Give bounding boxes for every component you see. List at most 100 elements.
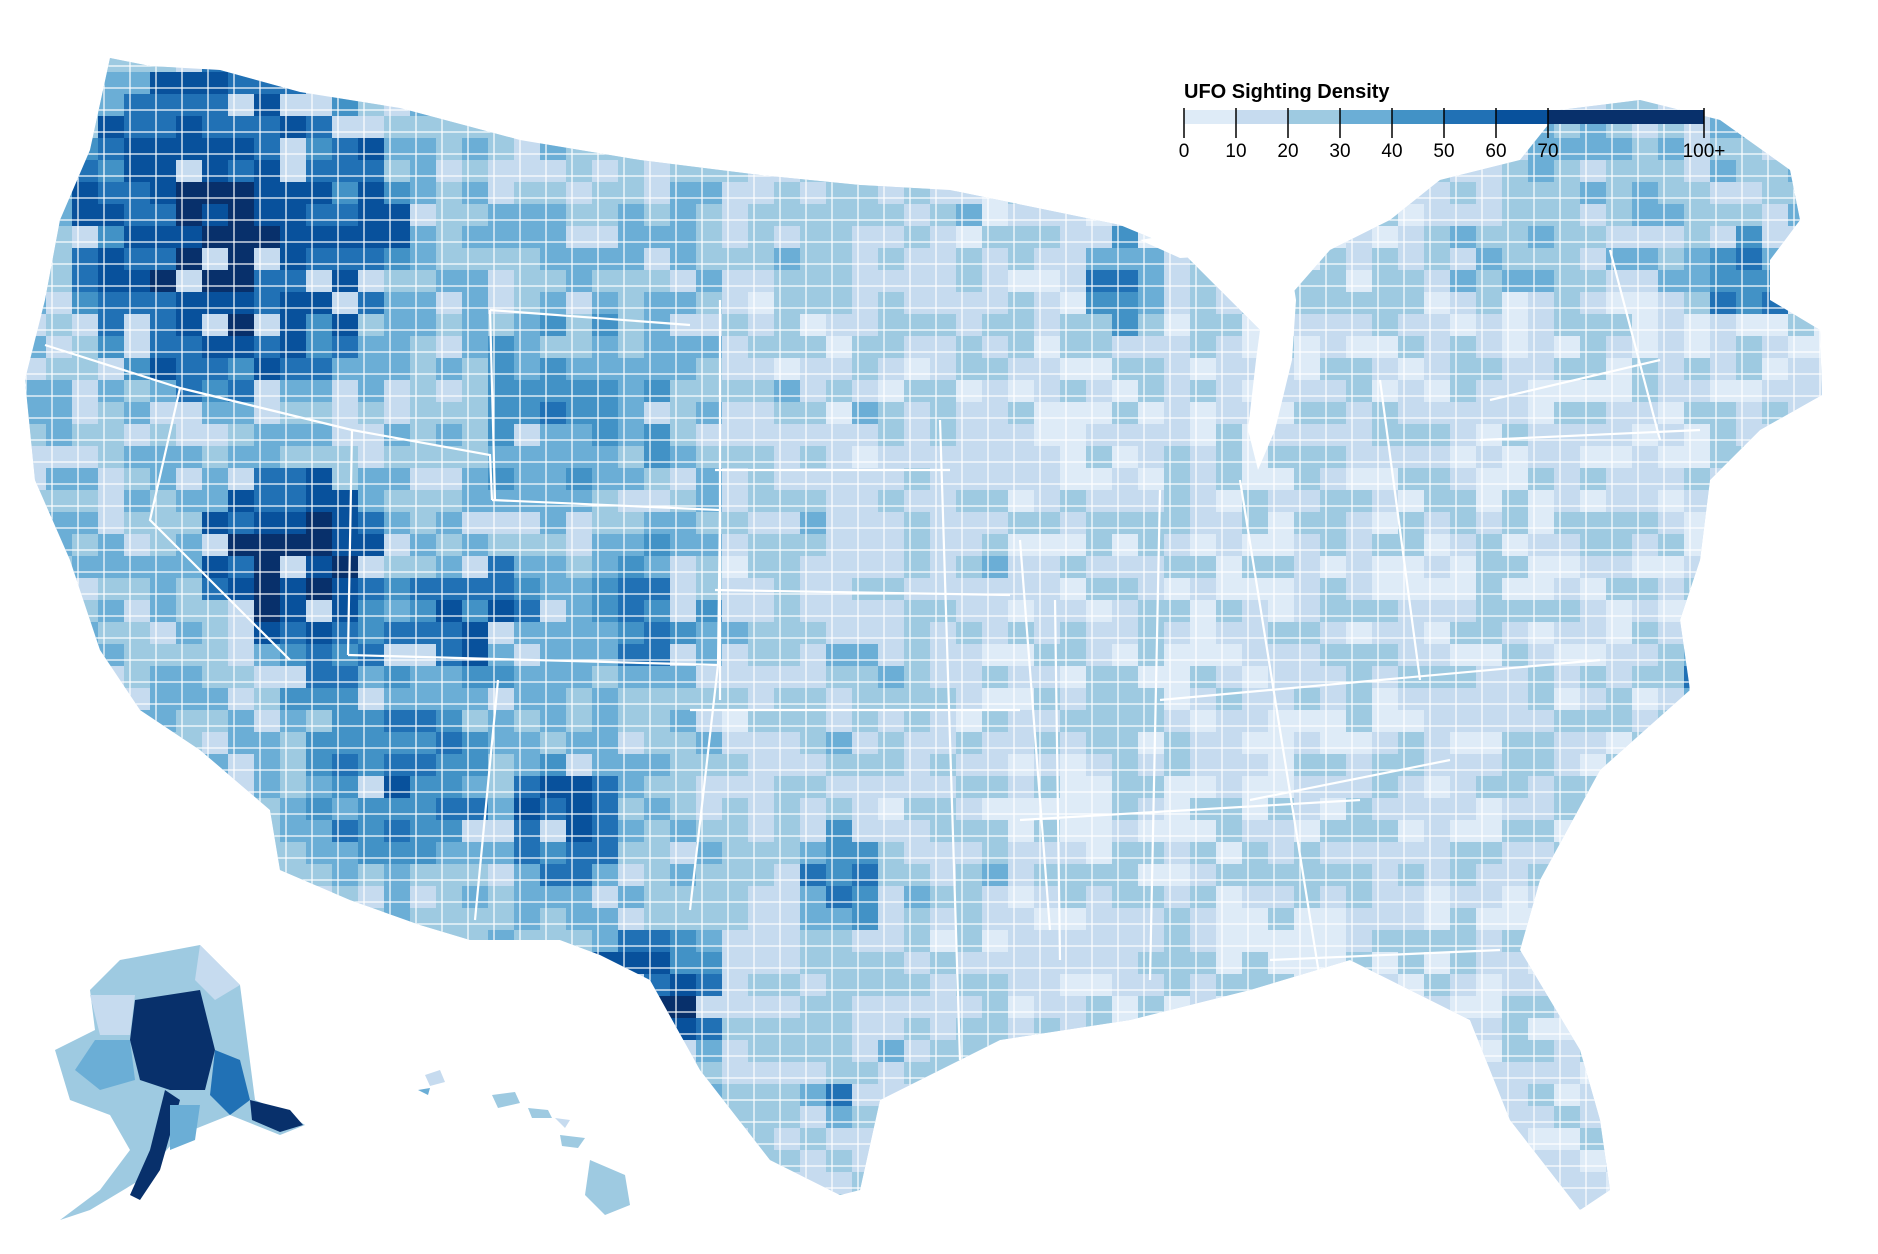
county-cell xyxy=(1060,1172,1086,1194)
county-cell xyxy=(592,94,618,116)
county-cell xyxy=(72,1106,98,1128)
county-cell xyxy=(1788,1040,1814,1062)
county-cell xyxy=(1762,1216,1788,1238)
county-cell xyxy=(98,864,124,886)
county-cell xyxy=(878,1216,904,1238)
county-cell xyxy=(1736,644,1762,666)
county-cell xyxy=(1658,1128,1684,1150)
county-cell xyxy=(1710,732,1736,754)
legend-swatch xyxy=(1288,110,1340,124)
county-cell xyxy=(176,864,202,886)
county-cell xyxy=(1684,798,1710,820)
county-cell xyxy=(696,1128,722,1150)
county-cell xyxy=(1294,1150,1320,1172)
county-cell xyxy=(462,1018,488,1040)
county-cell xyxy=(1814,534,1822,556)
county-cell xyxy=(670,72,696,94)
county-cell xyxy=(1762,886,1788,908)
county-cell xyxy=(150,732,176,754)
county-cell xyxy=(1372,1018,1398,1040)
county-cell xyxy=(1814,424,1822,446)
county-cell xyxy=(1320,996,1346,1018)
county-cell xyxy=(1216,160,1242,182)
county-cell xyxy=(1762,864,1788,886)
county-cell xyxy=(1372,1084,1398,1106)
county-cell xyxy=(1788,116,1814,138)
county-cell xyxy=(98,688,124,710)
county-cell xyxy=(1762,1018,1788,1040)
county-cell xyxy=(1138,1172,1164,1194)
county-cell xyxy=(1814,622,1822,644)
county-cell xyxy=(46,820,72,842)
county-cell xyxy=(254,1172,280,1194)
county-cell xyxy=(488,996,514,1018)
lake-michigan xyxy=(1248,262,1296,470)
county-cell xyxy=(1424,1018,1450,1040)
county-cell xyxy=(1736,72,1762,94)
county-cell xyxy=(1164,1018,1190,1040)
county-cell xyxy=(1710,1040,1736,1062)
county-cell xyxy=(1788,1062,1814,1084)
county-cell xyxy=(1476,1216,1502,1238)
county-cell xyxy=(1060,72,1086,94)
county-cell xyxy=(1034,182,1060,204)
county-cell xyxy=(1138,1084,1164,1106)
county-cell xyxy=(1060,94,1086,116)
county-cell xyxy=(1320,1106,1346,1128)
county-cell xyxy=(332,974,358,996)
county-cell xyxy=(280,1040,306,1062)
county-cell xyxy=(1398,58,1424,72)
county-cell xyxy=(1034,138,1060,160)
county-cell xyxy=(46,578,72,600)
county-cell xyxy=(1190,160,1216,182)
county-cell xyxy=(852,138,878,160)
county-cell xyxy=(306,1128,332,1150)
county-cell xyxy=(1008,1150,1034,1172)
county-cell xyxy=(1216,182,1242,204)
county-cell xyxy=(1580,908,1606,930)
county-cell xyxy=(280,1018,306,1040)
county-cell xyxy=(1606,842,1632,864)
county-cell xyxy=(25,116,46,138)
county-cell xyxy=(1606,72,1632,94)
county-cell xyxy=(384,1018,410,1040)
county-cell xyxy=(98,930,124,952)
county-cell xyxy=(1346,1040,1372,1062)
county-cell xyxy=(1606,1062,1632,1084)
county-cell xyxy=(1788,930,1814,952)
county-cell xyxy=(98,908,124,930)
county-cell xyxy=(462,72,488,94)
county-cell xyxy=(1814,248,1822,270)
county-cell xyxy=(1034,1040,1060,1062)
county-cell xyxy=(826,1194,852,1210)
county-cell xyxy=(1294,160,1320,182)
county-cell xyxy=(1684,1150,1710,1172)
county-cell xyxy=(25,182,46,204)
county-cell xyxy=(956,1194,982,1210)
county-cell xyxy=(1710,908,1736,930)
legend-swatch xyxy=(1340,110,1392,124)
county-cell xyxy=(462,1150,488,1172)
county-cell xyxy=(1762,622,1788,644)
county-cell xyxy=(124,754,150,776)
county-cell xyxy=(1294,1172,1320,1194)
legend-tick-label: 70 xyxy=(1537,141,1558,162)
county-cell xyxy=(25,688,46,710)
county-cell xyxy=(982,1128,1008,1150)
county-cell xyxy=(1814,996,1822,1018)
county-cell xyxy=(1554,72,1580,94)
county-cell xyxy=(72,94,98,116)
county-cell xyxy=(488,1106,514,1128)
county-cell xyxy=(1164,1216,1190,1238)
county-cell xyxy=(1372,996,1398,1018)
county-cell xyxy=(514,1062,540,1084)
county-cell xyxy=(1008,138,1034,160)
legend-tick-label: 10 xyxy=(1225,141,1246,162)
county-cell xyxy=(1164,1062,1190,1084)
county-cell xyxy=(1814,1062,1822,1084)
county-cell xyxy=(1736,842,1762,864)
county-cell xyxy=(1788,1084,1814,1106)
county-cell xyxy=(1242,1172,1268,1194)
county-cell xyxy=(670,1062,696,1084)
